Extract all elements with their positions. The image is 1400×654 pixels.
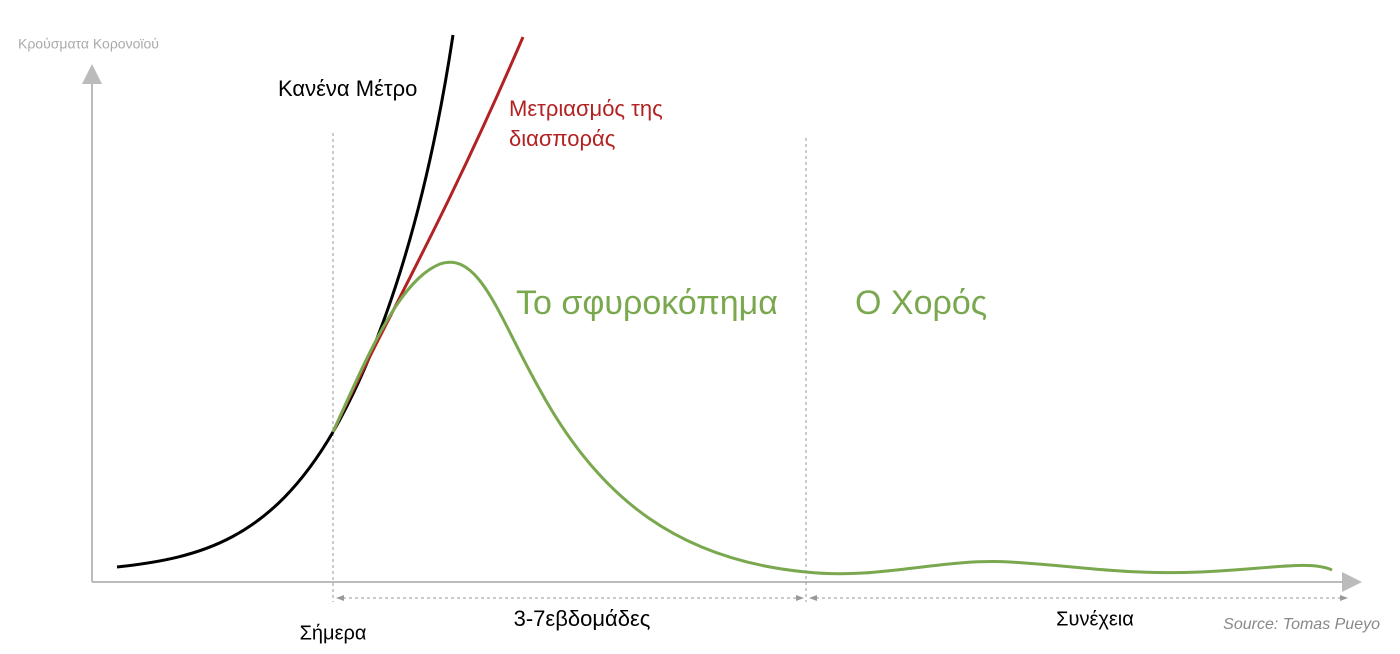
mitigation-label: Μετριασμός της <box>509 96 663 121</box>
y-axis-label: Κρούσματα Κορονοϊού <box>18 36 159 52</box>
continuation-label: Συνέχεια <box>1056 608 1134 630</box>
hammer-label: Το σφυροκόπημα <box>516 284 778 322</box>
hammer-dance-curve <box>331 260 1333 576</box>
source: Source: Tomas Pueyo <box>1223 616 1380 633</box>
dance-label: Ο Χορός <box>855 284 987 322</box>
weeks-label: 3-7εβδομάδες <box>514 606 651 631</box>
no-measures-label: Κανένα Μέτρο <box>278 76 417 101</box>
today-label: Σήμερα <box>300 622 367 644</box>
no-measures-curve <box>116 34 455 569</box>
mitigation-label: διασποράς <box>509 126 615 151</box>
